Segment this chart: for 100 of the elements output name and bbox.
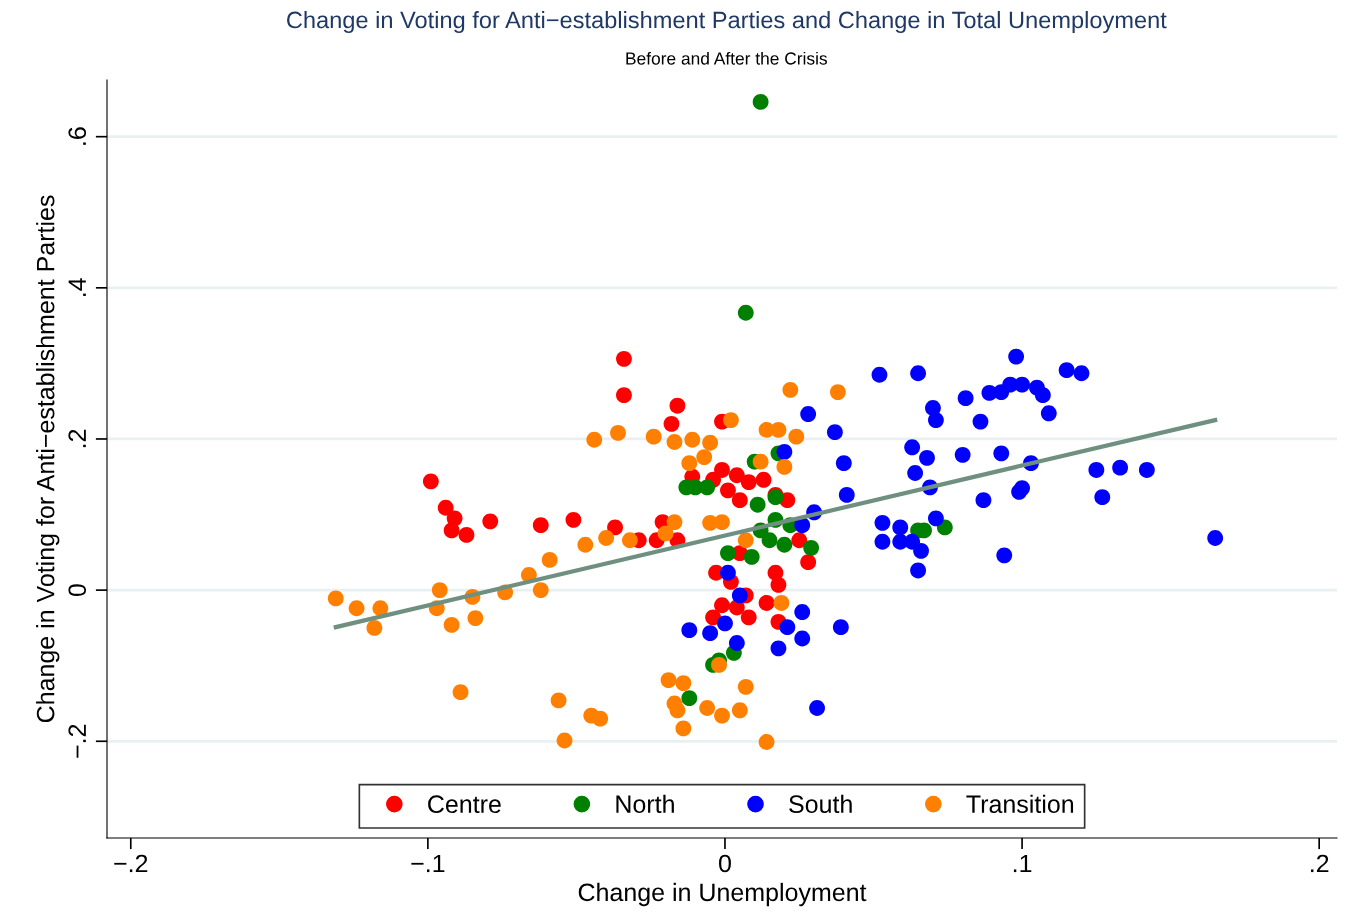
y-tick-label: .2 [68,429,86,448]
point [714,707,730,724]
point [616,387,632,404]
point [838,486,855,503]
point [437,499,454,516]
point [972,413,989,430]
point [1034,387,1051,404]
legend-label: South [789,794,852,814]
point [794,630,811,647]
point [666,434,683,450]
point [800,406,817,422]
point [666,514,683,531]
point [598,530,615,546]
point [684,431,701,448]
point [616,350,632,367]
point [702,434,719,451]
point [327,590,344,607]
point [874,514,891,531]
point [422,473,439,490]
point [1008,348,1025,365]
point [717,615,733,632]
point [1073,365,1090,382]
point [645,428,662,445]
y-axis-title: Change in Voting for Anti−establishment Parties [36,195,60,723]
point [731,587,748,604]
point [1014,376,1030,393]
point [714,514,730,531]
point [740,474,757,490]
point [699,700,716,716]
point [776,443,793,460]
point [835,455,852,472]
point [610,425,626,441]
x-tick-label: −.1 [411,854,445,873]
x-tick-label: −.2 [114,854,148,873]
point [871,366,888,383]
point [731,702,748,719]
point [770,576,787,593]
point [957,390,974,407]
point [443,616,460,633]
point [761,532,778,549]
point [800,554,817,571]
point [758,595,775,611]
point [779,619,796,636]
point [556,732,573,749]
point [348,600,365,617]
point [927,412,944,428]
point [809,700,825,716]
point [702,625,719,642]
point [663,415,680,432]
point [794,604,811,620]
point [720,482,736,499]
point [904,439,921,456]
point [696,449,713,466]
point [826,424,843,441]
point [1094,489,1111,506]
point [728,467,745,484]
point [776,459,793,475]
point [829,384,846,401]
point [657,525,674,542]
point [452,684,469,701]
point [681,690,698,707]
point [532,582,549,599]
point [577,536,594,553]
point [1058,362,1075,379]
chart-subtitle: Before and After the Crisis [626,51,827,65]
point [586,431,603,448]
point [443,522,460,539]
legend-label: Transition [966,794,1074,814]
point [907,465,924,481]
point [720,564,736,581]
point [699,479,716,496]
point [770,421,787,438]
point [996,547,1013,564]
point [467,610,484,626]
legend-label: North [616,794,674,814]
point [431,582,448,599]
point [737,304,754,321]
point [755,471,772,488]
point [919,449,935,466]
point [1138,462,1155,478]
point [720,545,736,562]
point [731,492,748,509]
point [770,640,787,657]
point [482,513,499,530]
point [752,453,769,470]
point [1040,405,1057,422]
point [758,734,775,750]
point [711,657,727,673]
point [737,532,754,549]
point [1112,459,1129,476]
point [874,533,891,550]
point [832,619,849,636]
y-tick-label: −.2 [68,724,86,758]
point [681,455,698,472]
point [366,619,383,636]
point [892,519,909,536]
point [782,381,799,398]
point [904,533,921,550]
point [722,412,739,428]
y-tick-label: .4 [68,278,86,296]
